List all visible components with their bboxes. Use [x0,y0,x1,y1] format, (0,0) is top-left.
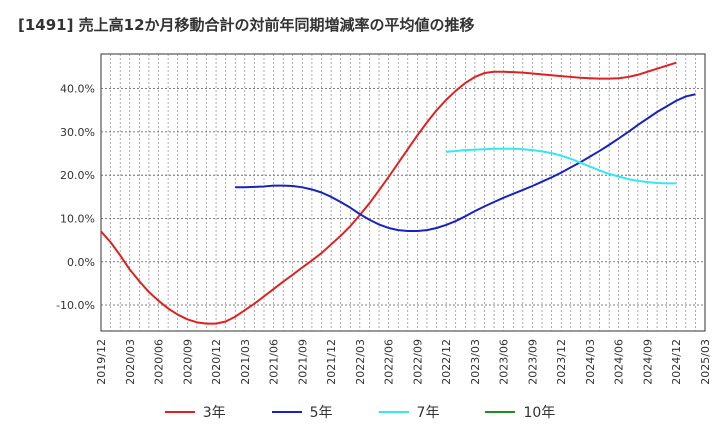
legend-label: 3年 [202,405,226,421]
x-tick-label: 2022/12 [440,339,453,385]
series-lines [100,61,696,325]
y-tick-label: 10.0% [60,212,95,225]
series-line-0 [100,61,677,325]
legend-label: 10年 [523,405,556,421]
y-axis-ticks: -10.0% 0.0% 10.0% 20.0% 30.0% 40.0% [56,83,95,312]
legend-label: 5年 [309,405,333,421]
legend-swatch [378,411,409,413]
legend-item: 5年 [271,402,333,422]
x-tick-label: 2021/12 [325,339,338,385]
x-tick-label: 2022/03 [354,339,367,385]
legend-swatch [485,411,516,413]
legend-item: 7年 [378,402,440,422]
x-tick-label: 2024/06 [613,339,626,385]
x-tick-label: 2023/09 [526,339,539,385]
x-tick-label: 2020/09 [181,339,194,385]
x-tick-label: 2020/06 [153,339,166,385]
x-axis-ticks: 2019/12 2020/03 2020/06 2020/09 2020/12 2021/… [95,339,712,385]
chart-legend: 3年 5年 7年 10年 [0,402,720,422]
legend-swatch [164,411,195,413]
x-tick-label: 2024/09 [641,339,654,385]
y-tick-label: 0.0% [67,256,95,269]
grid-lines [101,54,705,331]
x-tick-label: 2021/06 [268,339,281,385]
x-tick-label: 2024/12 [670,339,683,385]
y-tick-label: -10.0% [56,299,95,312]
x-tick-label: 2021/09 [296,339,309,385]
legend-label: 7年 [416,405,440,421]
x-tick-label: 2020/12 [210,339,223,385]
legend-item: 10年 [485,402,555,422]
x-tick-label: 2021/03 [239,339,252,385]
legend-swatch [271,411,302,413]
y-tick-label: 30.0% [60,126,95,139]
x-tick-label: 2023/03 [469,339,482,385]
legend-item: 3年 [164,402,226,422]
x-tick-label: 2022/06 [383,339,396,385]
x-tick-label: 2023/12 [555,339,568,385]
y-tick-label: 20.0% [60,169,95,182]
y-tick-label: 40.0% [60,83,95,96]
series-line-2 [446,147,677,185]
x-tick-label: 2019/12 [95,339,108,385]
series-line-1 [235,93,696,233]
x-tick-label: 2024/03 [584,339,597,385]
x-tick-label: 2023/06 [498,339,511,385]
x-tick-label: 2025/03 [699,339,712,385]
x-tick-label: 2020/03 [124,339,137,385]
plot-area [100,53,706,332]
x-tick-label: 2022/09 [411,339,424,385]
chart-title: [1491] 売上高12か月移動合計の対前年同期増減率の平均値の推移 [18,16,475,34]
